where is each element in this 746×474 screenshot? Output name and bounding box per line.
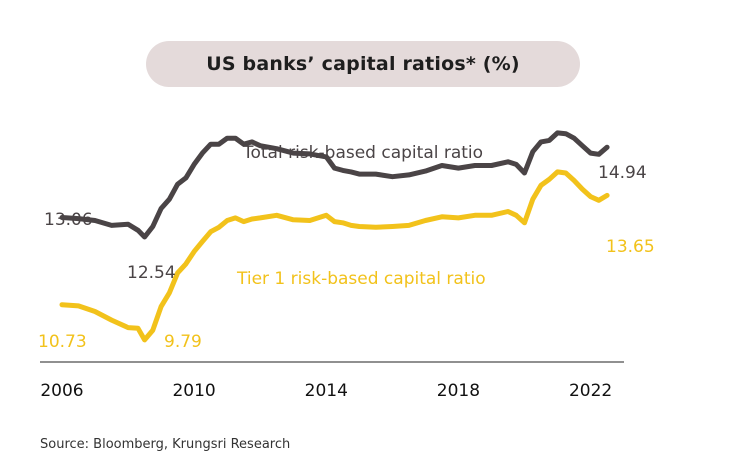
label-tier1-start: 10.73 bbox=[38, 332, 87, 352]
label-total-end: 14.94 bbox=[598, 163, 647, 183]
source-note: Source: Bloomberg, Krungsri Research bbox=[40, 437, 291, 452]
series-label-tier1: Tier 1 risk-based capital ratio bbox=[236, 269, 486, 289]
series-line-total bbox=[59, 130, 610, 240]
x-axis-ticks: 2006 2010 2014 2018 2022 bbox=[40, 381, 612, 401]
series-label-total: Total risk-based capital ratio bbox=[242, 143, 483, 163]
series-line-tier1 bbox=[59, 169, 610, 343]
x-tick-label: 2018 bbox=[437, 381, 480, 401]
series-lines bbox=[59, 130, 610, 343]
x-tick-label: 2014 bbox=[305, 381, 348, 401]
label-tier1-2008: 9.79 bbox=[164, 332, 202, 352]
chart-canvas: 2006 2010 2014 2018 2022 Total risk-based ca… bbox=[38, 130, 655, 401]
label-total-start: 13.06 bbox=[44, 210, 93, 230]
chart-title-pill: US banks’ capital ratios* (%) bbox=[146, 41, 580, 87]
x-tick-label: 2010 bbox=[172, 381, 215, 401]
label-tier1-end: 13.65 bbox=[606, 237, 655, 257]
x-tick-label: 2006 bbox=[40, 381, 83, 401]
chart-title: US banks’ capital ratios* (%) bbox=[206, 53, 520, 75]
label-total-2008: 12.54 bbox=[127, 263, 176, 283]
x-tick-label: 2022 bbox=[569, 381, 612, 401]
